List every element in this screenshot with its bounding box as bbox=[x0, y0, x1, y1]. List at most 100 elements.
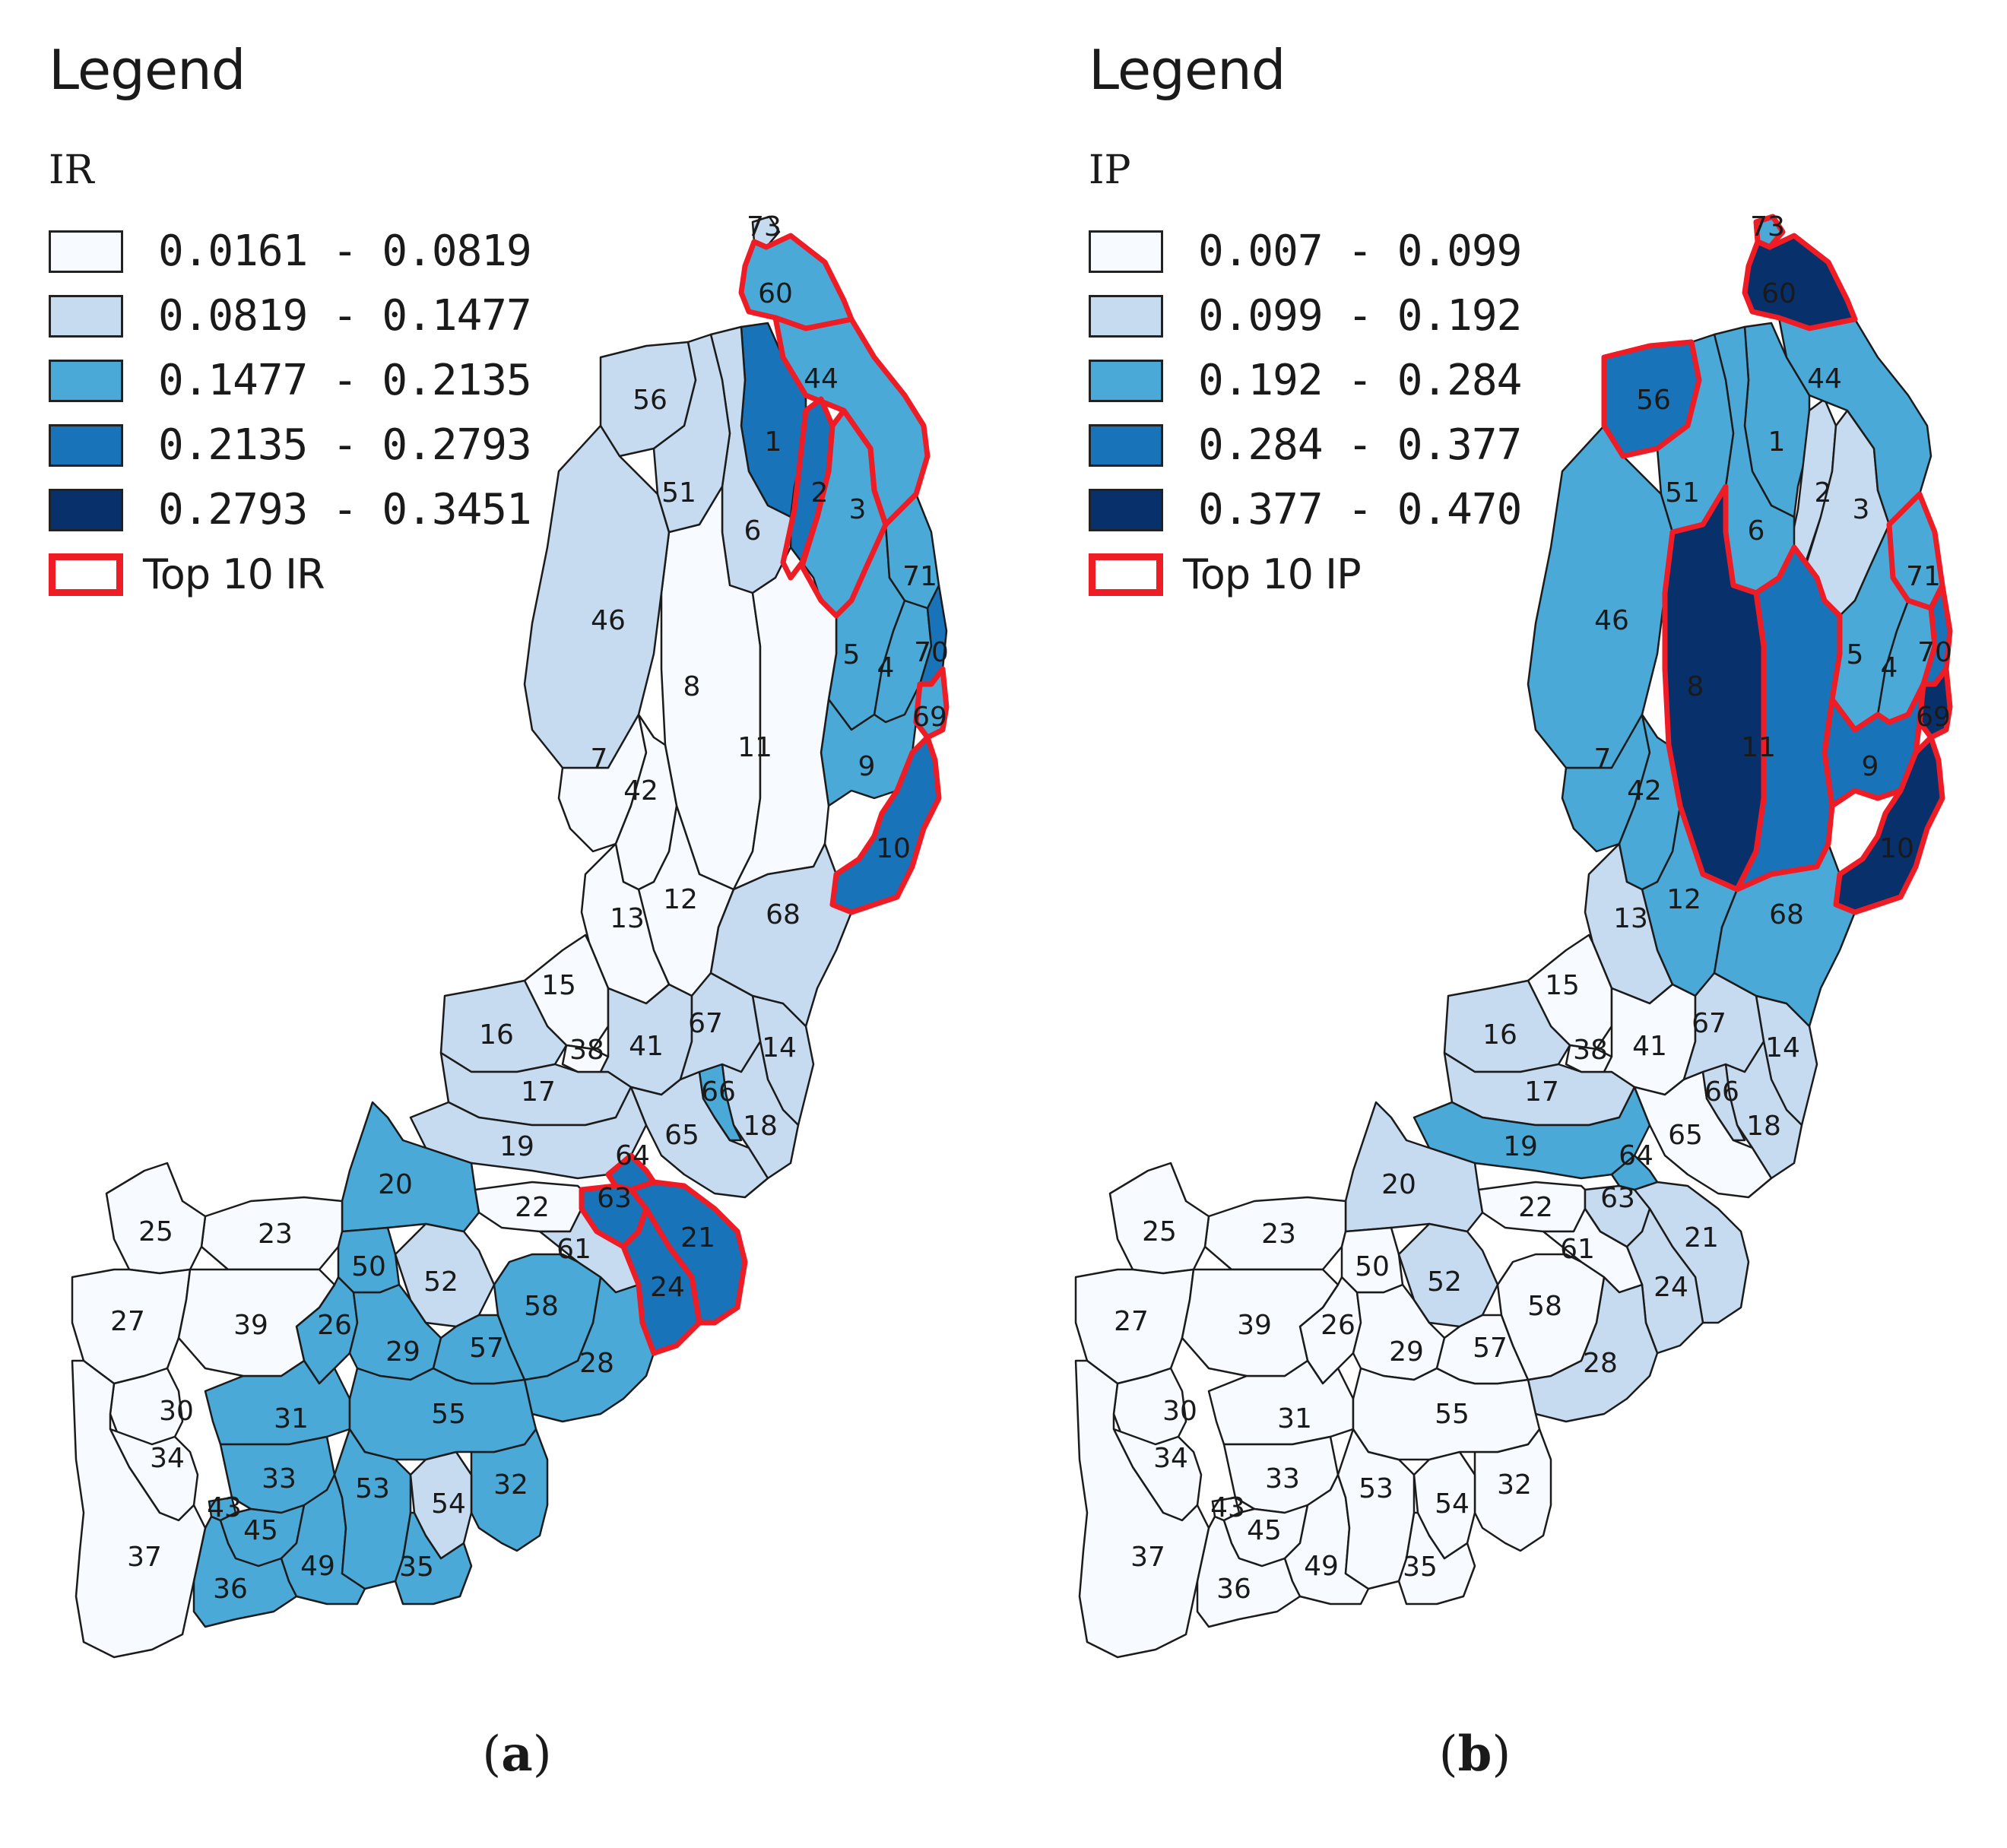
top10-outline-layer bbox=[1601, 214, 1953, 915]
zone-label-9: 9 bbox=[1862, 751, 1879, 782]
zone-58 bbox=[493, 1253, 602, 1381]
top10-outline-56 bbox=[1601, 339, 1702, 459]
legend-variable: IP bbox=[1089, 147, 1131, 193]
legend-swatch bbox=[49, 423, 123, 467]
zone-label-61: 61 bbox=[1560, 1234, 1595, 1265]
zone-label-54: 54 bbox=[1435, 1488, 1470, 1520]
zone-label-55: 55 bbox=[1435, 1399, 1470, 1430]
zone-66 bbox=[1701, 1063, 1746, 1142]
zone-11 bbox=[732, 546, 838, 891]
zone-25 bbox=[1108, 1162, 1210, 1275]
zone-label-18: 18 bbox=[743, 1111, 778, 1142]
zone-label-34: 34 bbox=[150, 1443, 185, 1474]
zone-25 bbox=[105, 1162, 207, 1275]
zone-label-37: 37 bbox=[127, 1542, 162, 1573]
zone-label-66: 66 bbox=[701, 1076, 736, 1108]
zone-label-26: 26 bbox=[1321, 1310, 1355, 1341]
zone-label-65: 65 bbox=[664, 1120, 699, 1151]
zone-label-4: 4 bbox=[1881, 652, 1898, 683]
legend-item: 0.2793 - 0.3451 bbox=[49, 477, 532, 542]
zone-label-65: 65 bbox=[1668, 1120, 1703, 1151]
legend-swatch bbox=[49, 294, 123, 338]
zone-64 bbox=[1610, 1154, 1659, 1191]
zone-label-41: 41 bbox=[629, 1031, 664, 1062]
zone-37 bbox=[1074, 1359, 1210, 1659]
zone-label-28: 28 bbox=[579, 1348, 614, 1379]
zone-label-71: 71 bbox=[1906, 561, 1941, 592]
legend-b: Legend IP 0.007 - 0.099 0.099 - 0.192 0.… bbox=[1089, 38, 1522, 607]
zone-label-58: 58 bbox=[1527, 1291, 1562, 1322]
zone-30 bbox=[1112, 1367, 1187, 1446]
zone-label-45: 45 bbox=[243, 1515, 278, 1546]
legend-variable: IR bbox=[49, 147, 94, 193]
zone-label-49: 49 bbox=[1304, 1551, 1339, 1582]
legend-swatch bbox=[1089, 423, 1163, 467]
zone-label-6: 6 bbox=[744, 515, 762, 547]
top10-outline-24 bbox=[620, 1206, 702, 1356]
legend-label: 0.007 - 0.099 bbox=[1198, 227, 1522, 276]
top10-outline-10 bbox=[829, 734, 942, 915]
top10-outline-3 bbox=[799, 407, 889, 619]
zone-label-31: 31 bbox=[274, 1403, 309, 1434]
zone-label-21: 21 bbox=[1684, 1222, 1719, 1254]
zone-label-25: 25 bbox=[1142, 1216, 1177, 1247]
zone-label-57: 57 bbox=[469, 1333, 504, 1364]
zone-label-67: 67 bbox=[688, 1008, 723, 1039]
legend-swatch bbox=[49, 488, 123, 531]
caption-letter: b bbox=[1457, 1726, 1492, 1783]
zone-label-52: 52 bbox=[1427, 1266, 1462, 1298]
legend-swatch bbox=[1089, 488, 1163, 531]
zone-label-28: 28 bbox=[1583, 1348, 1618, 1379]
zone-label-44: 44 bbox=[804, 363, 839, 395]
zone-label-54: 54 bbox=[431, 1488, 466, 1520]
zone-56 bbox=[599, 341, 697, 458]
zone-label-31: 31 bbox=[1277, 1403, 1312, 1434]
zone-label-11: 11 bbox=[737, 732, 772, 763]
legend-label: 0.0819 - 0.1477 bbox=[158, 291, 532, 341]
top10-outline-layer bbox=[579, 233, 950, 1356]
zone-label-35: 35 bbox=[399, 1552, 434, 1583]
zone-label-49: 49 bbox=[300, 1551, 335, 1582]
zone-label-29: 29 bbox=[1389, 1336, 1424, 1368]
zone-label-22: 22 bbox=[1518, 1192, 1553, 1223]
zone-label-14: 14 bbox=[1765, 1032, 1800, 1063]
legend-label: 0.2135 - 0.2793 bbox=[158, 420, 532, 470]
zone-label-60: 60 bbox=[758, 278, 793, 309]
legend-swatch bbox=[1089, 294, 1163, 338]
zone-label-38: 38 bbox=[1573, 1035, 1608, 1066]
zone-50 bbox=[337, 1226, 401, 1294]
legend-a: Legend IR 0.0161 - 0.0819 0.0819 - 0.147… bbox=[49, 38, 532, 607]
zone-label-50: 50 bbox=[351, 1251, 386, 1282]
legend-swatch bbox=[49, 230, 123, 273]
zone-label-69: 69 bbox=[1916, 702, 1951, 733]
zone-label-29: 29 bbox=[385, 1336, 420, 1368]
legend-swatch bbox=[49, 359, 123, 402]
zone-label-10: 10 bbox=[876, 833, 911, 864]
zone-label-layer: 1234567891011121314151617181920212223242… bbox=[1114, 211, 1952, 1605]
zone-label-16: 16 bbox=[1482, 1019, 1517, 1051]
zone-label-11: 11 bbox=[1741, 732, 1776, 763]
zone-label-layer: 1234567891011121314151617181920212223242… bbox=[110, 211, 949, 1605]
zone-label-69: 69 bbox=[912, 702, 947, 733]
zone-label-36: 36 bbox=[213, 1574, 248, 1605]
zone-label-5: 5 bbox=[843, 639, 861, 670]
zone-label-53: 53 bbox=[1359, 1473, 1393, 1504]
zone-label-30: 30 bbox=[1162, 1396, 1197, 1427]
legend-item: 0.284 - 0.377 bbox=[1089, 413, 1522, 477]
zone-label-42: 42 bbox=[1627, 775, 1662, 807]
top10-outline-73 bbox=[1753, 214, 1786, 250]
legend-item: 0.0161 - 0.0819 bbox=[49, 219, 532, 284]
zone-71 bbox=[884, 493, 940, 610]
zone-label-52: 52 bbox=[423, 1266, 458, 1298]
legend-label: 0.1477 - 0.2135 bbox=[158, 356, 532, 405]
zone-label-34: 34 bbox=[1153, 1443, 1188, 1474]
legend-top10-label: Top 10 IR bbox=[143, 550, 325, 598]
zone-label-45: 45 bbox=[1247, 1515, 1282, 1546]
zone-label-64: 64 bbox=[615, 1140, 650, 1171]
zone-label-51: 51 bbox=[1665, 477, 1700, 509]
caption-a: (a) bbox=[441, 1726, 593, 1783]
zone-label-12: 12 bbox=[1666, 884, 1701, 915]
legend-swatch bbox=[1089, 230, 1163, 273]
map-panel-a: 1 2 3 4 5 6 7 8 9 10 11 12 13 14 15 16 17 18 19 20 21 22 23 24 2… bbox=[49, 38, 950, 1783]
legend-label: 0.2793 - 0.3451 bbox=[158, 485, 532, 534]
